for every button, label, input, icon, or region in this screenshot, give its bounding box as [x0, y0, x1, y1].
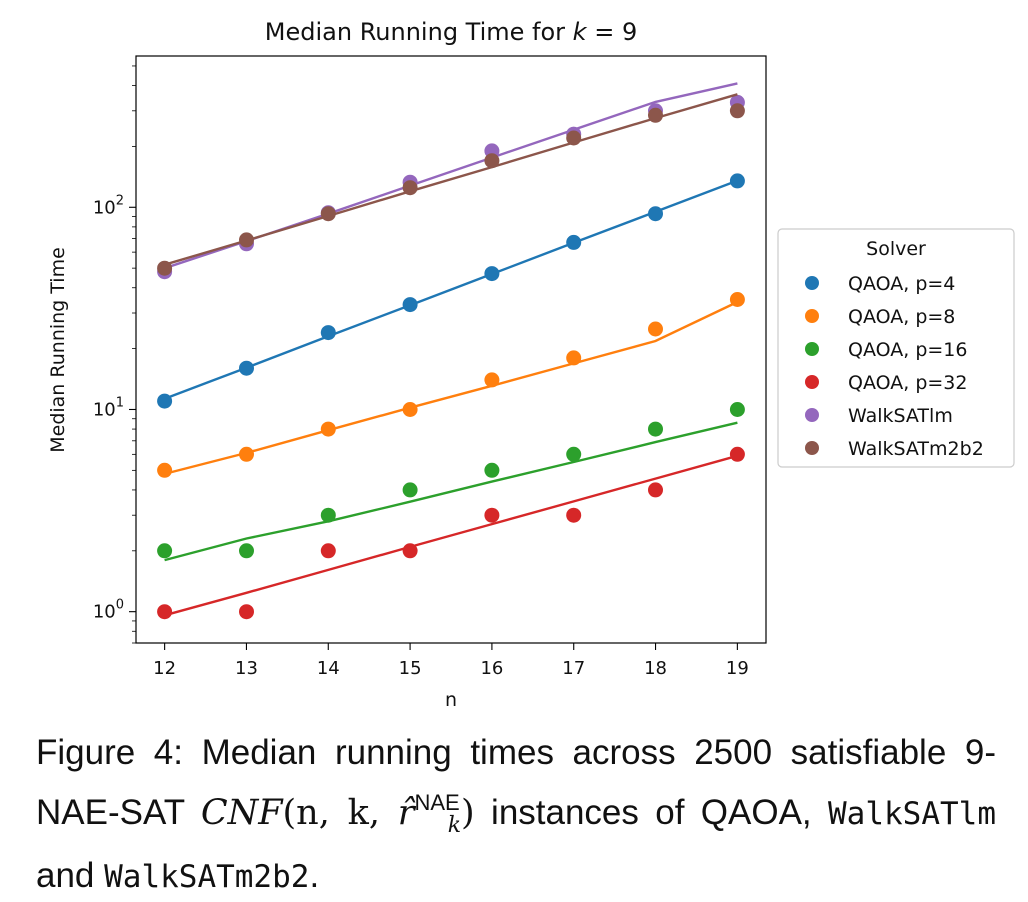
data-point-qaoa-p-4: [157, 393, 173, 409]
data-point-qaoa-p-8: [320, 421, 336, 437]
data-point-qaoa-p-4: [402, 297, 418, 313]
legend-label-walksatlm: WalkSATlm: [848, 405, 953, 427]
data-point-qaoa-p-32: [239, 604, 254, 620]
fit-line-qaoa-p-32: [164, 454, 738, 617]
caption-math: CNF(n, k, r̂NAEk): [200, 790, 475, 838]
data-point-qaoa-p-16: [402, 482, 418, 498]
legend-marker-walksatlm: [805, 408, 819, 422]
data-point-qaoa-p-8: [566, 350, 582, 366]
caption-math-r: r̂: [397, 793, 415, 833]
legend-label-qaoa-p-16: QAOA, p=16: [848, 339, 967, 361]
x-tick-label: 14: [317, 658, 340, 679]
series-qaoa-p-16: [157, 402, 745, 562]
chart-title-suffix: = 9: [587, 18, 638, 46]
fit-line-qaoa-p-4: [164, 179, 738, 400]
data-point-qaoa-p-16: [648, 421, 663, 437]
fit-line-qaoa-p-16: [164, 421, 738, 562]
data-point-qaoa-p-16: [157, 543, 173, 559]
caption-and: and: [36, 856, 105, 895]
legend-label-qaoa-p-8: QAOA, p=8: [848, 306, 955, 328]
plot-area: [135, 55, 767, 644]
chart-title-prefix: Median Running Time for: [265, 18, 573, 46]
legend: Solver QAOA, p=4 QAOA, p=8 QAOA, p=16 QAOA,…: [777, 228, 1015, 468]
caption-period: .: [309, 856, 320, 895]
data-point-qaoa-p-8: [157, 462, 173, 478]
caption-text-2: instances of QAOA,: [474, 793, 829, 832]
caption-math-sup: NAE: [414, 790, 460, 815]
data-point-qaoa-p-4: [566, 234, 582, 250]
x-tick-label: 12: [153, 658, 176, 679]
data-point-qaoa-p-4: [484, 266, 500, 282]
figure-caption: Figure 4: Median running times across 25…: [36, 728, 996, 902]
data-point-qaoa-p-8: [239, 446, 254, 462]
data-point-qaoa-p-16: [320, 507, 336, 523]
caption-math-func: CNF: [200, 793, 283, 833]
data-point-walksatm2b2: [566, 130, 582, 146]
y-axis-label: Median Running Time: [47, 247, 69, 453]
series-qaoa-p-8: [157, 292, 745, 478]
series-walksatm2b2: [157, 93, 745, 276]
data-point-qaoa-p-16: [484, 462, 500, 478]
data-point-qaoa-p-8: [402, 402, 418, 417]
data-point-qaoa-p-8: [648, 321, 663, 337]
data-point-qaoa-p-32: [320, 543, 336, 559]
legend-marker-qaoa-p-32: [805, 375, 819, 389]
data-point-qaoa-p-16: [239, 543, 254, 559]
y-tick-label: 100: [93, 598, 124, 623]
legend-box: [777, 228, 1015, 468]
series-qaoa-p-4: [157, 173, 745, 409]
caption-math-sub: k: [447, 813, 462, 838]
data-point-qaoa-p-4: [320, 325, 336, 341]
data-point-qaoa-p-16: [566, 446, 582, 462]
data-point-qaoa-p-16: [729, 402, 745, 417]
legend-marker-qaoa-p-16: [805, 342, 819, 356]
data-point-qaoa-p-4: [729, 173, 745, 189]
data-point-qaoa-p-32: [157, 604, 173, 620]
fit-line-walksatm2b2: [164, 93, 738, 266]
legend-label-qaoa-p-4: QAOA, p=4: [848, 273, 955, 295]
data-point-qaoa-p-8: [729, 292, 745, 307]
data-point-qaoa-p-32: [729, 446, 745, 462]
legend-marker-walksatm2b2: [805, 441, 819, 455]
series-qaoa-p-32: [157, 446, 745, 620]
legend-marker-qaoa-p-8: [805, 309, 819, 323]
x-tick-label: 19: [726, 658, 749, 679]
data-point-qaoa-p-32: [648, 482, 663, 498]
data-point-walksatm2b2: [729, 103, 745, 119]
data-point-qaoa-p-4: [648, 206, 663, 222]
legend-label-walksatm2b2: WalkSATm2b2: [848, 438, 984, 460]
data-point-qaoa-p-4: [239, 360, 254, 376]
chart-title: Median Running Time for k = 9: [265, 18, 637, 46]
caption-math-args: (n, k,: [282, 793, 398, 833]
y-tick-label: 102: [93, 193, 124, 218]
chart-title-var: k: [573, 18, 588, 46]
data-point-qaoa-p-8: [484, 372, 500, 388]
legend-marker-qaoa-p-4: [805, 276, 819, 290]
data-point-walksatm2b2: [484, 153, 500, 169]
x-tick-label: 16: [480, 658, 503, 679]
caption-solver-walksatlm: WalkSATlm: [828, 796, 996, 832]
data-point-qaoa-p-32: [484, 507, 500, 523]
data-point-qaoa-p-32: [566, 507, 582, 523]
legend-title: Solver: [866, 238, 926, 260]
fit-line-qaoa-p-8: [164, 300, 738, 476]
data-point-walksatm2b2: [402, 180, 418, 196]
caption-solver-walksatm2b2: WalkSATm2b2: [104, 859, 310, 895]
chart: Median Running Time for k = 9 100101102 …: [47, 18, 1015, 711]
data-point-walksatm2b2: [239, 232, 254, 248]
data-point-walksatm2b2: [648, 107, 663, 123]
x-tick-label: 17: [562, 658, 585, 679]
caption-text-1: Median running times across 2500 satisfi…: [36, 733, 997, 832]
caption-math-close: ): [461, 793, 475, 833]
x-tick-label: 18: [644, 658, 667, 679]
x-tick-label: 15: [399, 658, 422, 679]
data-point-walksatm2b2: [320, 206, 336, 222]
data-point-walksatm2b2: [157, 260, 173, 276]
y-tick-label: 101: [93, 395, 124, 420]
legend-label-qaoa-p-32: QAOA, p=32: [848, 372, 967, 394]
caption-figure-label: Figure 4:: [36, 733, 183, 772]
x-tick-label: 13: [235, 658, 258, 679]
data-point-qaoa-p-32: [402, 543, 418, 559]
x-axis-label: n: [445, 689, 457, 711]
